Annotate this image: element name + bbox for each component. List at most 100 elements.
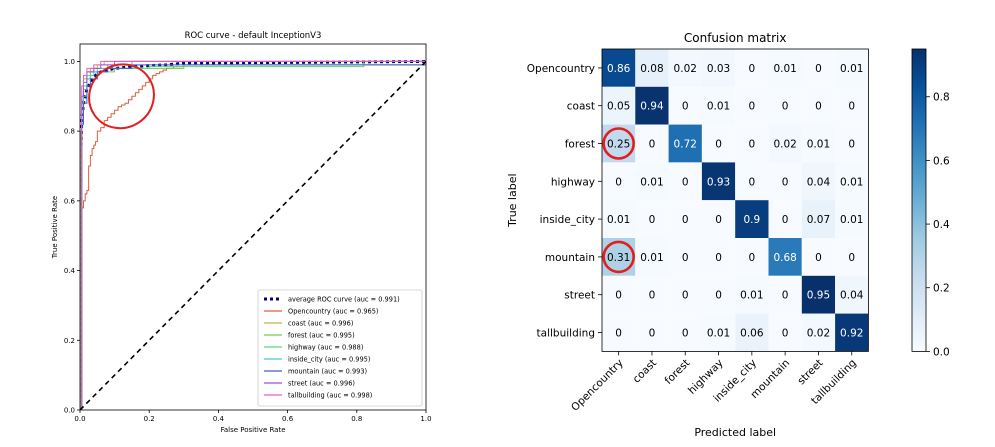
cm-cell-value: 0.93 [707, 176, 730, 188]
cm-cell-value: 0.94 [640, 101, 664, 113]
cm-cell [635, 238, 669, 276]
roc-xtick-label: 0.6 [282, 415, 294, 423]
confusion-matrix-chart: Confusion matrix 0.86 0.08 0.02 0.03 0 0.01 0 0.… [506, 31, 950, 439]
cm-cell [801, 49, 836, 87]
cm-cell-value: 0.01 [840, 63, 863, 75]
cm-cell [602, 200, 636, 238]
cm-cell-value: 0 [682, 101, 689, 113]
cm-cell-value: 0.08 [640, 63, 663, 75]
cm-cell [635, 275, 669, 314]
cm-cell [801, 124, 836, 163]
cm-cell-value: 0.05 [607, 101, 630, 113]
cm-cell-value: 0 [715, 139, 722, 151]
cm-cell [835, 162, 869, 201]
cm-row-label: street [564, 290, 595, 302]
cm-cell [801, 200, 836, 238]
cm-cell [668, 49, 702, 87]
cm-cell [668, 238, 702, 276]
roc-ytick-label: 1.0 [64, 58, 75, 66]
cm-cell-value: 0.04 [807, 176, 831, 188]
roc-xtick-label: 0.4 [213, 415, 225, 423]
cm-cell-value: 0 [682, 328, 689, 340]
cm-cell-value: 0.01 [707, 328, 730, 340]
cm-cell [602, 275, 636, 314]
cm-cell-value: 0.07 [807, 214, 830, 226]
colorbar-tick-label: 0.8 [933, 92, 950, 104]
cm-cell [768, 124, 802, 163]
cm-cell [701, 49, 736, 87]
cm-cell-value: 0 [682, 176, 689, 188]
cm-cell [735, 162, 769, 201]
cm-cell-value: 0.01 [840, 176, 863, 188]
cm-frame [601, 48, 869, 352]
cm-cell-value: 0.01 [707, 101, 730, 113]
roc-highlight-ellipse [88, 63, 155, 130]
cm-cell [701, 124, 736, 163]
cm-cell [835, 313, 869, 352]
cm-cell-value: 0 [782, 101, 789, 113]
roc-ytick-label: 0.4 [64, 267, 76, 275]
cm-col-label: coast [631, 357, 659, 385]
cm-cell-value: 0.68 [773, 252, 796, 264]
cm-cell-value: 0.95 [807, 290, 830, 302]
cm-y-axis-label: True label [506, 173, 519, 227]
cm-cell-value: 0 [682, 214, 689, 226]
roc-xtick-label: 0.2 [144, 415, 155, 423]
roc-series-line-0 [80, 59, 426, 410]
cm-cell-value: 0 [815, 101, 822, 113]
cm-cell-value: 0 [649, 290, 656, 302]
cm-cell-value: 0 [782, 328, 789, 340]
roc-chart: ROC curve - default InceptionV3 0.0 0.2 0.4… [51, 31, 432, 434]
cm-cell-value: 0 [682, 252, 689, 264]
cm-cell [768, 275, 802, 314]
cm-cell-value: 0 [615, 328, 622, 340]
cm-cell [668, 200, 702, 238]
cm-cell-value: 0 [682, 290, 689, 302]
cm-cell [835, 49, 869, 87]
cm-cell-value: 0 [848, 101, 855, 113]
cm-cell [701, 162, 736, 201]
cm-cell-value: 0 [615, 290, 622, 302]
cm-cell-value: 0.02 [773, 139, 796, 151]
cm-cell-value: 0.01 [773, 63, 796, 75]
cm-cell-value: 0 [782, 214, 789, 226]
cm-cell [635, 313, 669, 352]
cm-cell [635, 86, 669, 125]
cm-cell-value: 0.92 [840, 328, 863, 340]
roc-xtick-label: 0.0 [74, 415, 85, 423]
cm-cell [735, 275, 769, 314]
cm-cell [602, 162, 636, 201]
roc-x-axis-label: False Positive Rate [220, 426, 285, 434]
cm-cell [768, 49, 802, 87]
roc-ytick-label: 0.8 [64, 128, 75, 136]
cm-cell-value: 0.02 [674, 63, 697, 75]
cm-cell-value: 0.04 [840, 290, 864, 302]
cm-cell [668, 162, 702, 201]
cm-cell [701, 238, 736, 276]
cm-cell [768, 162, 802, 201]
roc-axes-frame [79, 43, 427, 411]
cm-cell-value: 0 [749, 139, 756, 151]
cm-cell-value: 0.01 [840, 214, 863, 226]
roc-diagonal-reference-line [80, 60, 426, 410]
cm-cell-value: 0.01 [640, 252, 663, 264]
cm-cell-value: 0.01 [807, 139, 830, 151]
cm-cell [635, 49, 669, 87]
cm-row-label: tallbuilding [537, 328, 595, 340]
cm-cell-value: 0.25 [607, 139, 630, 151]
cm-cell [602, 238, 636, 276]
roc-legend-label-7: street (auc = 0.996) [288, 380, 355, 388]
roc-ytick-label: 0.2 [64, 337, 75, 345]
cm-cell-value: 0 [649, 214, 656, 226]
cm-cell [701, 200, 736, 238]
cm-cell [701, 86, 736, 125]
cm-cell [668, 275, 702, 314]
cm-cell-value: 0.03 [707, 63, 730, 75]
cm-cell-value: 0 [715, 290, 722, 302]
cm-cell [835, 238, 869, 276]
cm-row-label: highway [551, 176, 595, 188]
cm-cell-value: 0 [749, 101, 756, 113]
roc-series-line-8 [80, 60, 426, 410]
roc-plot-area [80, 59, 426, 410]
roc-legend-label-5: inside_city (auc = 0.995) [288, 356, 370, 364]
